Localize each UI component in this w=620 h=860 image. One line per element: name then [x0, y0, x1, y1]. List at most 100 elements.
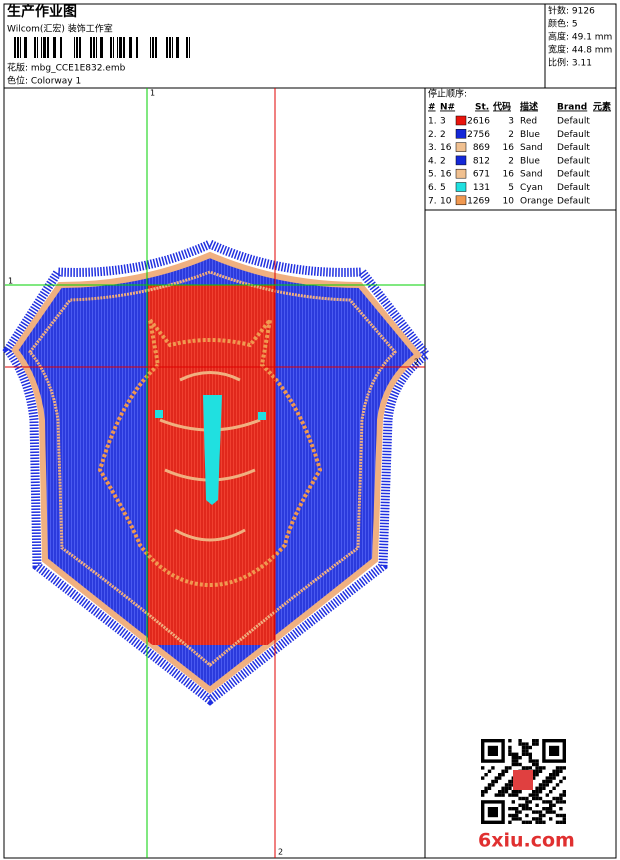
qr-cell	[521, 745, 526, 750]
qr-cell	[535, 820, 539, 824]
qr-cell	[552, 796, 556, 801]
qr-cell	[538, 790, 543, 794]
brand: Default	[557, 143, 590, 153]
qr-cell	[511, 817, 515, 821]
qr-cell	[562, 793, 566, 797]
qr-cell	[494, 793, 498, 797]
design-file: 花版: mbg_CCE1E832.emb	[7, 62, 126, 74]
qr-cell	[559, 800, 563, 804]
qr-cell	[518, 762, 522, 767]
qr-cell	[545, 776, 549, 780]
qr-cell	[538, 796, 543, 801]
guide-label: 1	[8, 277, 13, 286]
studio: Wilcom(汇宏) 装饰工作室	[7, 23, 113, 35]
stat: 高度: 49.1 mm	[548, 31, 612, 43]
qr-cell	[542, 766, 546, 770]
qr-cell	[518, 742, 522, 746]
bar	[117, 37, 118, 58]
qr-finder	[487, 807, 498, 818]
qr-cell	[525, 742, 529, 746]
qr-cell	[518, 739, 522, 743]
qr-cell	[501, 790, 505, 794]
bar	[176, 37, 179, 58]
qr-cell	[535, 766, 539, 770]
qr-cell	[528, 793, 532, 797]
qr-cell	[555, 796, 560, 801]
qr-cell	[555, 800, 560, 804]
bar	[129, 37, 132, 58]
qr-cell	[535, 739, 539, 743]
needle: 3	[440, 117, 446, 127]
stitches: 2756	[467, 130, 490, 140]
qr-cell	[515, 762, 519, 767]
design-preview	[2, 239, 433, 706]
description: Orange	[520, 196, 554, 206]
table-title: 停止顺序:	[428, 88, 467, 100]
brand: Default	[557, 156, 590, 166]
brand: Default	[557, 183, 590, 193]
qr-cell	[532, 793, 536, 797]
qr-cell	[542, 783, 546, 787]
qr-cell	[501, 786, 505, 790]
qr-cell	[545, 793, 549, 797]
stitches: 869	[473, 143, 490, 153]
qr-cell	[528, 766, 532, 770]
qr-cell	[491, 783, 495, 787]
qr-finder	[549, 745, 560, 756]
qr-cell	[562, 790, 566, 794]
color-swatch	[455, 155, 467, 166]
qr-cell	[559, 813, 563, 818]
qr-cell	[525, 803, 529, 807]
bar	[110, 37, 112, 58]
needle: 16	[440, 143, 452, 153]
inner-border	[28, 270, 398, 667]
qr-cell	[518, 796, 522, 801]
column-header: #	[428, 103, 436, 113]
needle: 5	[440, 183, 446, 193]
row-index: 7.	[428, 196, 437, 206]
bar	[60, 37, 62, 58]
bar	[74, 37, 75, 58]
qr-cell	[562, 776, 566, 780]
qr-cell	[535, 803, 539, 807]
qr-cell	[528, 807, 532, 811]
bar	[186, 37, 188, 58]
qr-cell	[501, 773, 505, 777]
qr-cell	[532, 769, 536, 773]
bar	[47, 37, 49, 58]
qr-cell	[552, 769, 556, 773]
frame	[3, 3, 617, 859]
stat: 针数: 9126	[548, 5, 595, 17]
qr-cell	[532, 796, 536, 801]
qr-cell	[511, 756, 515, 760]
qr-cell	[532, 810, 536, 814]
qr-cell	[549, 817, 553, 821]
qr-cell	[532, 762, 536, 767]
qr-cell	[521, 752, 526, 756]
color-swatch	[455, 129, 467, 139]
qr-cell	[549, 773, 553, 777]
cyan-eye	[155, 410, 163, 418]
qr-cell	[508, 813, 512, 818]
qr-cell	[555, 783, 560, 787]
qr-cell	[552, 773, 556, 777]
qr-cell	[549, 776, 553, 780]
qr-cell	[518, 810, 522, 814]
qr-cell	[504, 786, 509, 790]
column-header: Brand	[557, 103, 587, 113]
description: Blue	[520, 130, 540, 140]
description: Sand	[520, 170, 543, 180]
bar	[96, 37, 97, 58]
qr-cell	[538, 766, 543, 770]
colorway: 色位: Colorway 1	[7, 75, 81, 87]
qr-cell	[535, 762, 539, 767]
code: 16	[503, 143, 515, 153]
qr-cell	[487, 769, 492, 773]
bar	[20, 37, 21, 58]
qr-cell	[484, 790, 488, 794]
qr-cell	[484, 786, 488, 790]
qr-cell	[515, 810, 519, 814]
qr-cell	[528, 800, 532, 804]
qr-cell	[535, 786, 539, 790]
qr-cell	[542, 807, 546, 811]
